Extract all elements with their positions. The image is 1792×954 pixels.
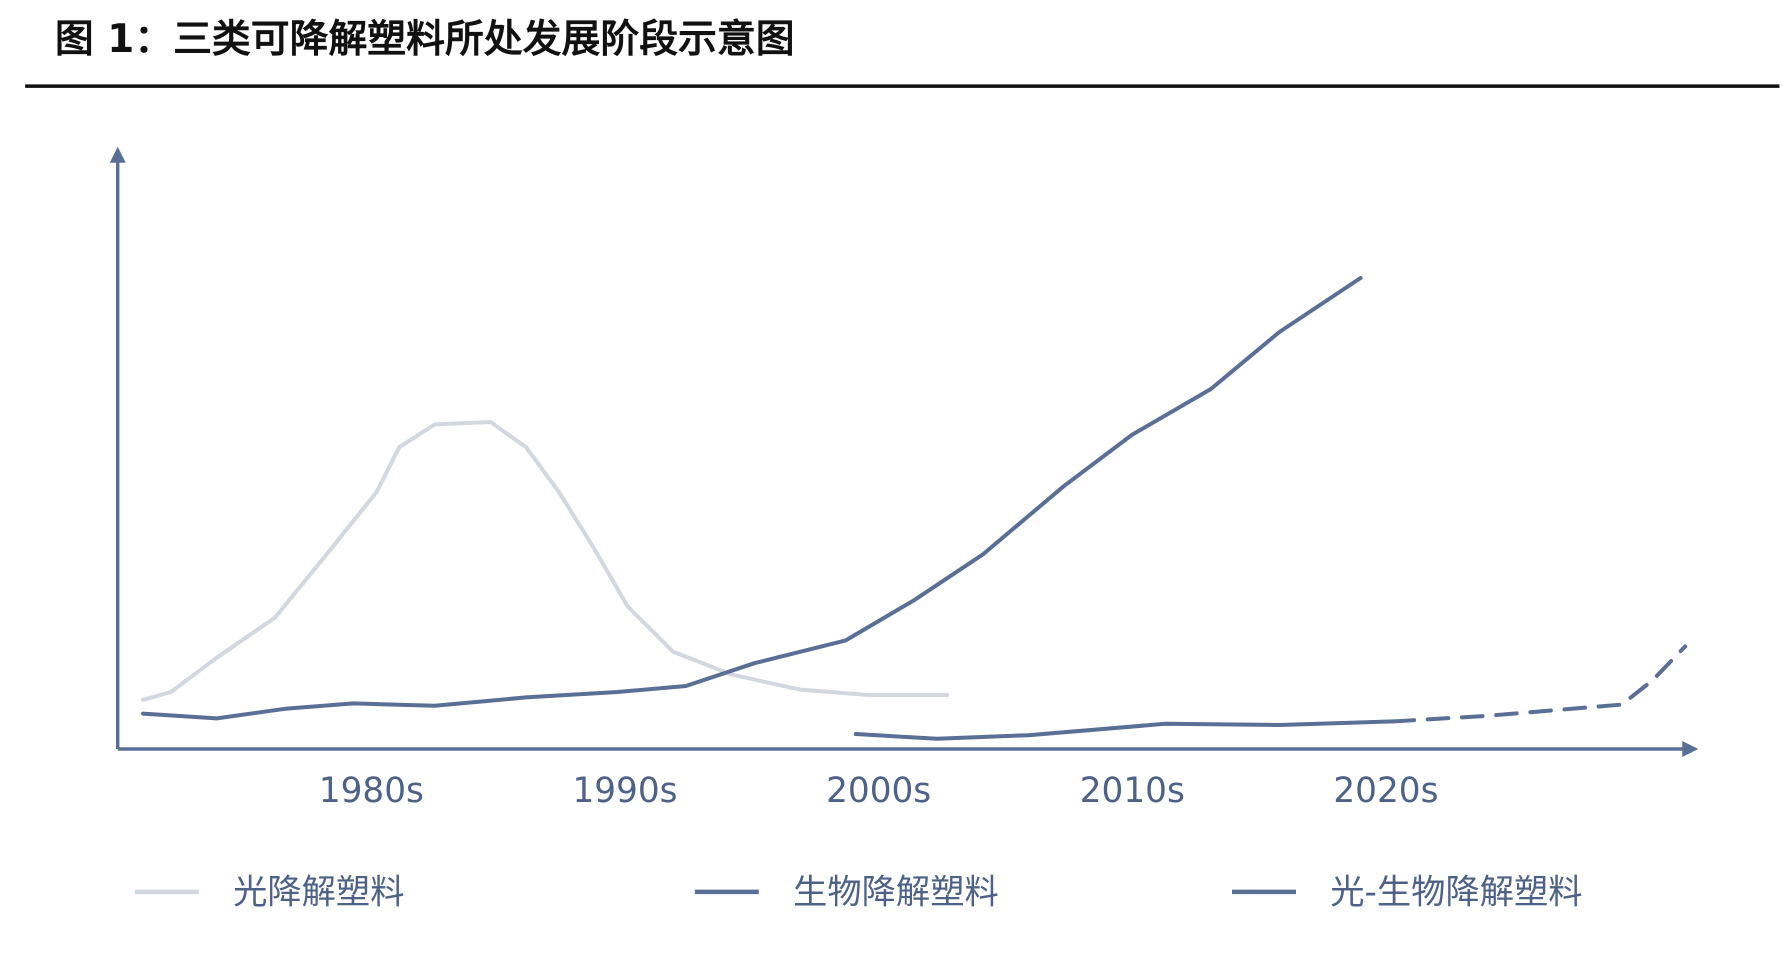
series-line xyxy=(141,420,950,702)
legend-label: 生物降解塑料 xyxy=(793,873,999,913)
series-line xyxy=(853,719,1396,741)
chart-title: 图 1：三类可降解塑料所处发展阶段示意图 xyxy=(55,17,795,62)
x-tick-label: 1980s xyxy=(319,771,424,811)
legend-label: 光-生物降解塑料 xyxy=(1330,873,1582,913)
series-line xyxy=(141,276,1363,721)
x-axis-arrow xyxy=(1682,741,1699,757)
x-tick-label: 2010s xyxy=(1080,771,1185,811)
x-tick-label: 2000s xyxy=(826,771,931,811)
x-tick-label: 1990s xyxy=(572,771,677,811)
x-tick-label: 2020s xyxy=(1333,771,1438,811)
series-line-projected xyxy=(1391,644,1688,724)
y-axis-arrow xyxy=(109,146,126,163)
legend-label: 光降解塑料 xyxy=(233,873,404,913)
